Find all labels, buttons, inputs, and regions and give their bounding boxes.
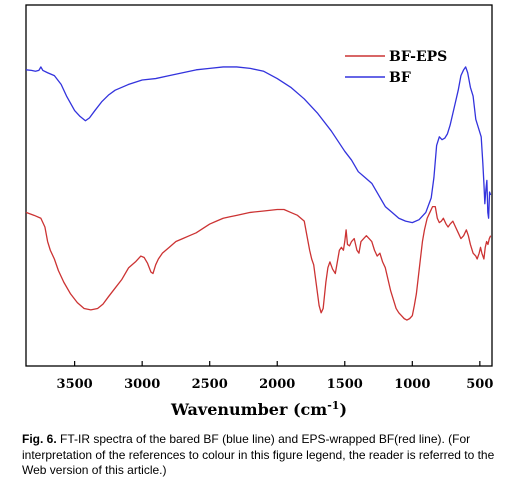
- x-tick-label-2500: 2500: [192, 377, 228, 392]
- x-tick-label-2000: 2000: [259, 377, 295, 392]
- caption-text: FT-IR spectra of the bared BF (blue line…: [22, 432, 495, 477]
- figure-caption: Fig. 6. FT-IR spectra of the bared BF (b…: [22, 432, 508, 479]
- x-axis-ticks: 3500 3000 2500 2000 1500 1000 500: [57, 361, 493, 392]
- legend: BF-EPS BF: [345, 49, 447, 86]
- series-line-bf: [25, 66, 492, 224]
- x-tick-label-3500: 3500: [57, 377, 93, 392]
- caption-label: Fig. 6.: [22, 432, 57, 446]
- series-layer: [25, 66, 492, 321]
- x-axis-title: Wavenumber (cm-1): [170, 399, 347, 419]
- x-tick-label-1500: 1500: [327, 377, 363, 392]
- plot-frame: [25, 4, 493, 367]
- series-line-bf-eps: [25, 205, 492, 321]
- x-tick-label-1000: 1000: [394, 377, 430, 392]
- x-tick-label-3000: 3000: [124, 377, 160, 392]
- legend-label-bf: BF: [389, 70, 411, 86]
- legend-label-bf-eps: BF-EPS: [389, 49, 447, 65]
- ftir-chart: 3500 3000 2500 2000 1500 1000 500 BF-EPS BF Wa…: [25, 4, 493, 419]
- x-tick-label-500: 500: [466, 377, 493, 392]
